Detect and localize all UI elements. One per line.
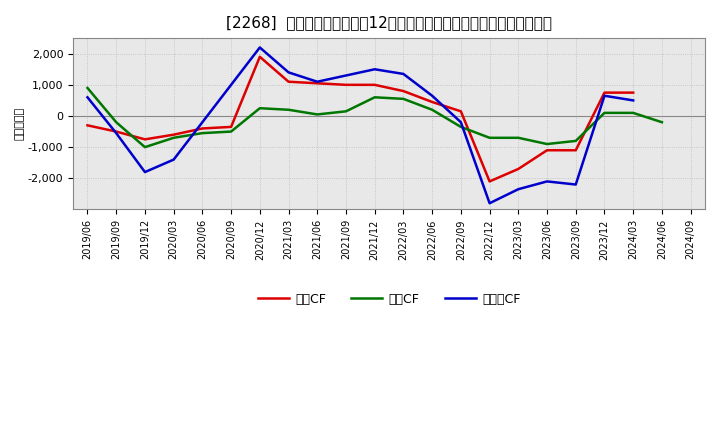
フリーCF bbox=[256, 45, 264, 50]
営業CF bbox=[313, 81, 322, 86]
投資CF bbox=[514, 135, 523, 140]
フリーCF bbox=[84, 95, 92, 100]
フリーCF bbox=[543, 179, 552, 184]
フリーCF bbox=[514, 187, 523, 192]
Line: 投資CF: 投資CF bbox=[88, 88, 662, 147]
投資CF bbox=[370, 95, 379, 100]
投資CF bbox=[256, 106, 264, 111]
投資CF bbox=[572, 138, 580, 143]
営業CF bbox=[572, 148, 580, 153]
投資CF bbox=[428, 107, 436, 112]
投資CF bbox=[198, 131, 207, 136]
営業CF bbox=[514, 166, 523, 172]
営業CF bbox=[284, 79, 293, 84]
営業CF bbox=[485, 179, 494, 184]
フリーCF bbox=[428, 93, 436, 99]
フリーCF bbox=[572, 182, 580, 187]
営業CF bbox=[543, 148, 552, 153]
投資CF bbox=[169, 135, 178, 140]
営業CF bbox=[84, 123, 92, 128]
営業CF bbox=[600, 90, 609, 95]
投資CF bbox=[543, 141, 552, 147]
フリーCF bbox=[140, 169, 149, 175]
フリーCF bbox=[629, 98, 637, 103]
営業CF bbox=[140, 137, 149, 142]
営業CF bbox=[169, 132, 178, 137]
Y-axis label: （百万円）: （百万円） bbox=[15, 107, 25, 140]
投資CF bbox=[84, 85, 92, 91]
フリーCF bbox=[112, 131, 120, 136]
Legend: 営業CF, 投資CF, フリーCF: 営業CF, 投資CF, フリーCF bbox=[253, 288, 526, 311]
投資CF bbox=[629, 110, 637, 116]
投資CF bbox=[657, 120, 666, 125]
フリーCF bbox=[485, 201, 494, 206]
営業CF bbox=[428, 99, 436, 105]
投資CF bbox=[112, 120, 120, 125]
営業CF bbox=[256, 54, 264, 59]
投資CF bbox=[140, 144, 149, 150]
フリーCF bbox=[456, 120, 465, 125]
フリーCF bbox=[313, 79, 322, 84]
営業CF bbox=[227, 124, 235, 129]
フリーCF bbox=[399, 71, 408, 77]
投資CF bbox=[342, 109, 351, 114]
投資CF bbox=[313, 112, 322, 117]
投資CF bbox=[284, 107, 293, 112]
Line: 営業CF: 営業CF bbox=[88, 57, 633, 181]
フリーCF bbox=[284, 70, 293, 75]
投資CF bbox=[399, 96, 408, 102]
フリーCF bbox=[370, 66, 379, 72]
フリーCF bbox=[342, 73, 351, 78]
営業CF bbox=[342, 82, 351, 88]
投資CF bbox=[227, 129, 235, 134]
営業CF bbox=[629, 90, 637, 95]
営業CF bbox=[198, 126, 207, 131]
営業CF bbox=[370, 82, 379, 88]
営業CF bbox=[456, 109, 465, 114]
投資CF bbox=[456, 124, 465, 129]
フリーCF bbox=[169, 157, 178, 162]
営業CF bbox=[399, 88, 408, 94]
Title: [2268]  キャッシュフローの12か月移動合計の対前年同期増減額の推移: [2268] キャッシュフローの12か月移動合計の対前年同期増減額の推移 bbox=[226, 15, 552, 30]
Line: フリーCF: フリーCF bbox=[88, 48, 633, 203]
投資CF bbox=[485, 135, 494, 140]
投資CF bbox=[600, 110, 609, 116]
営業CF bbox=[112, 129, 120, 134]
フリーCF bbox=[600, 93, 609, 99]
